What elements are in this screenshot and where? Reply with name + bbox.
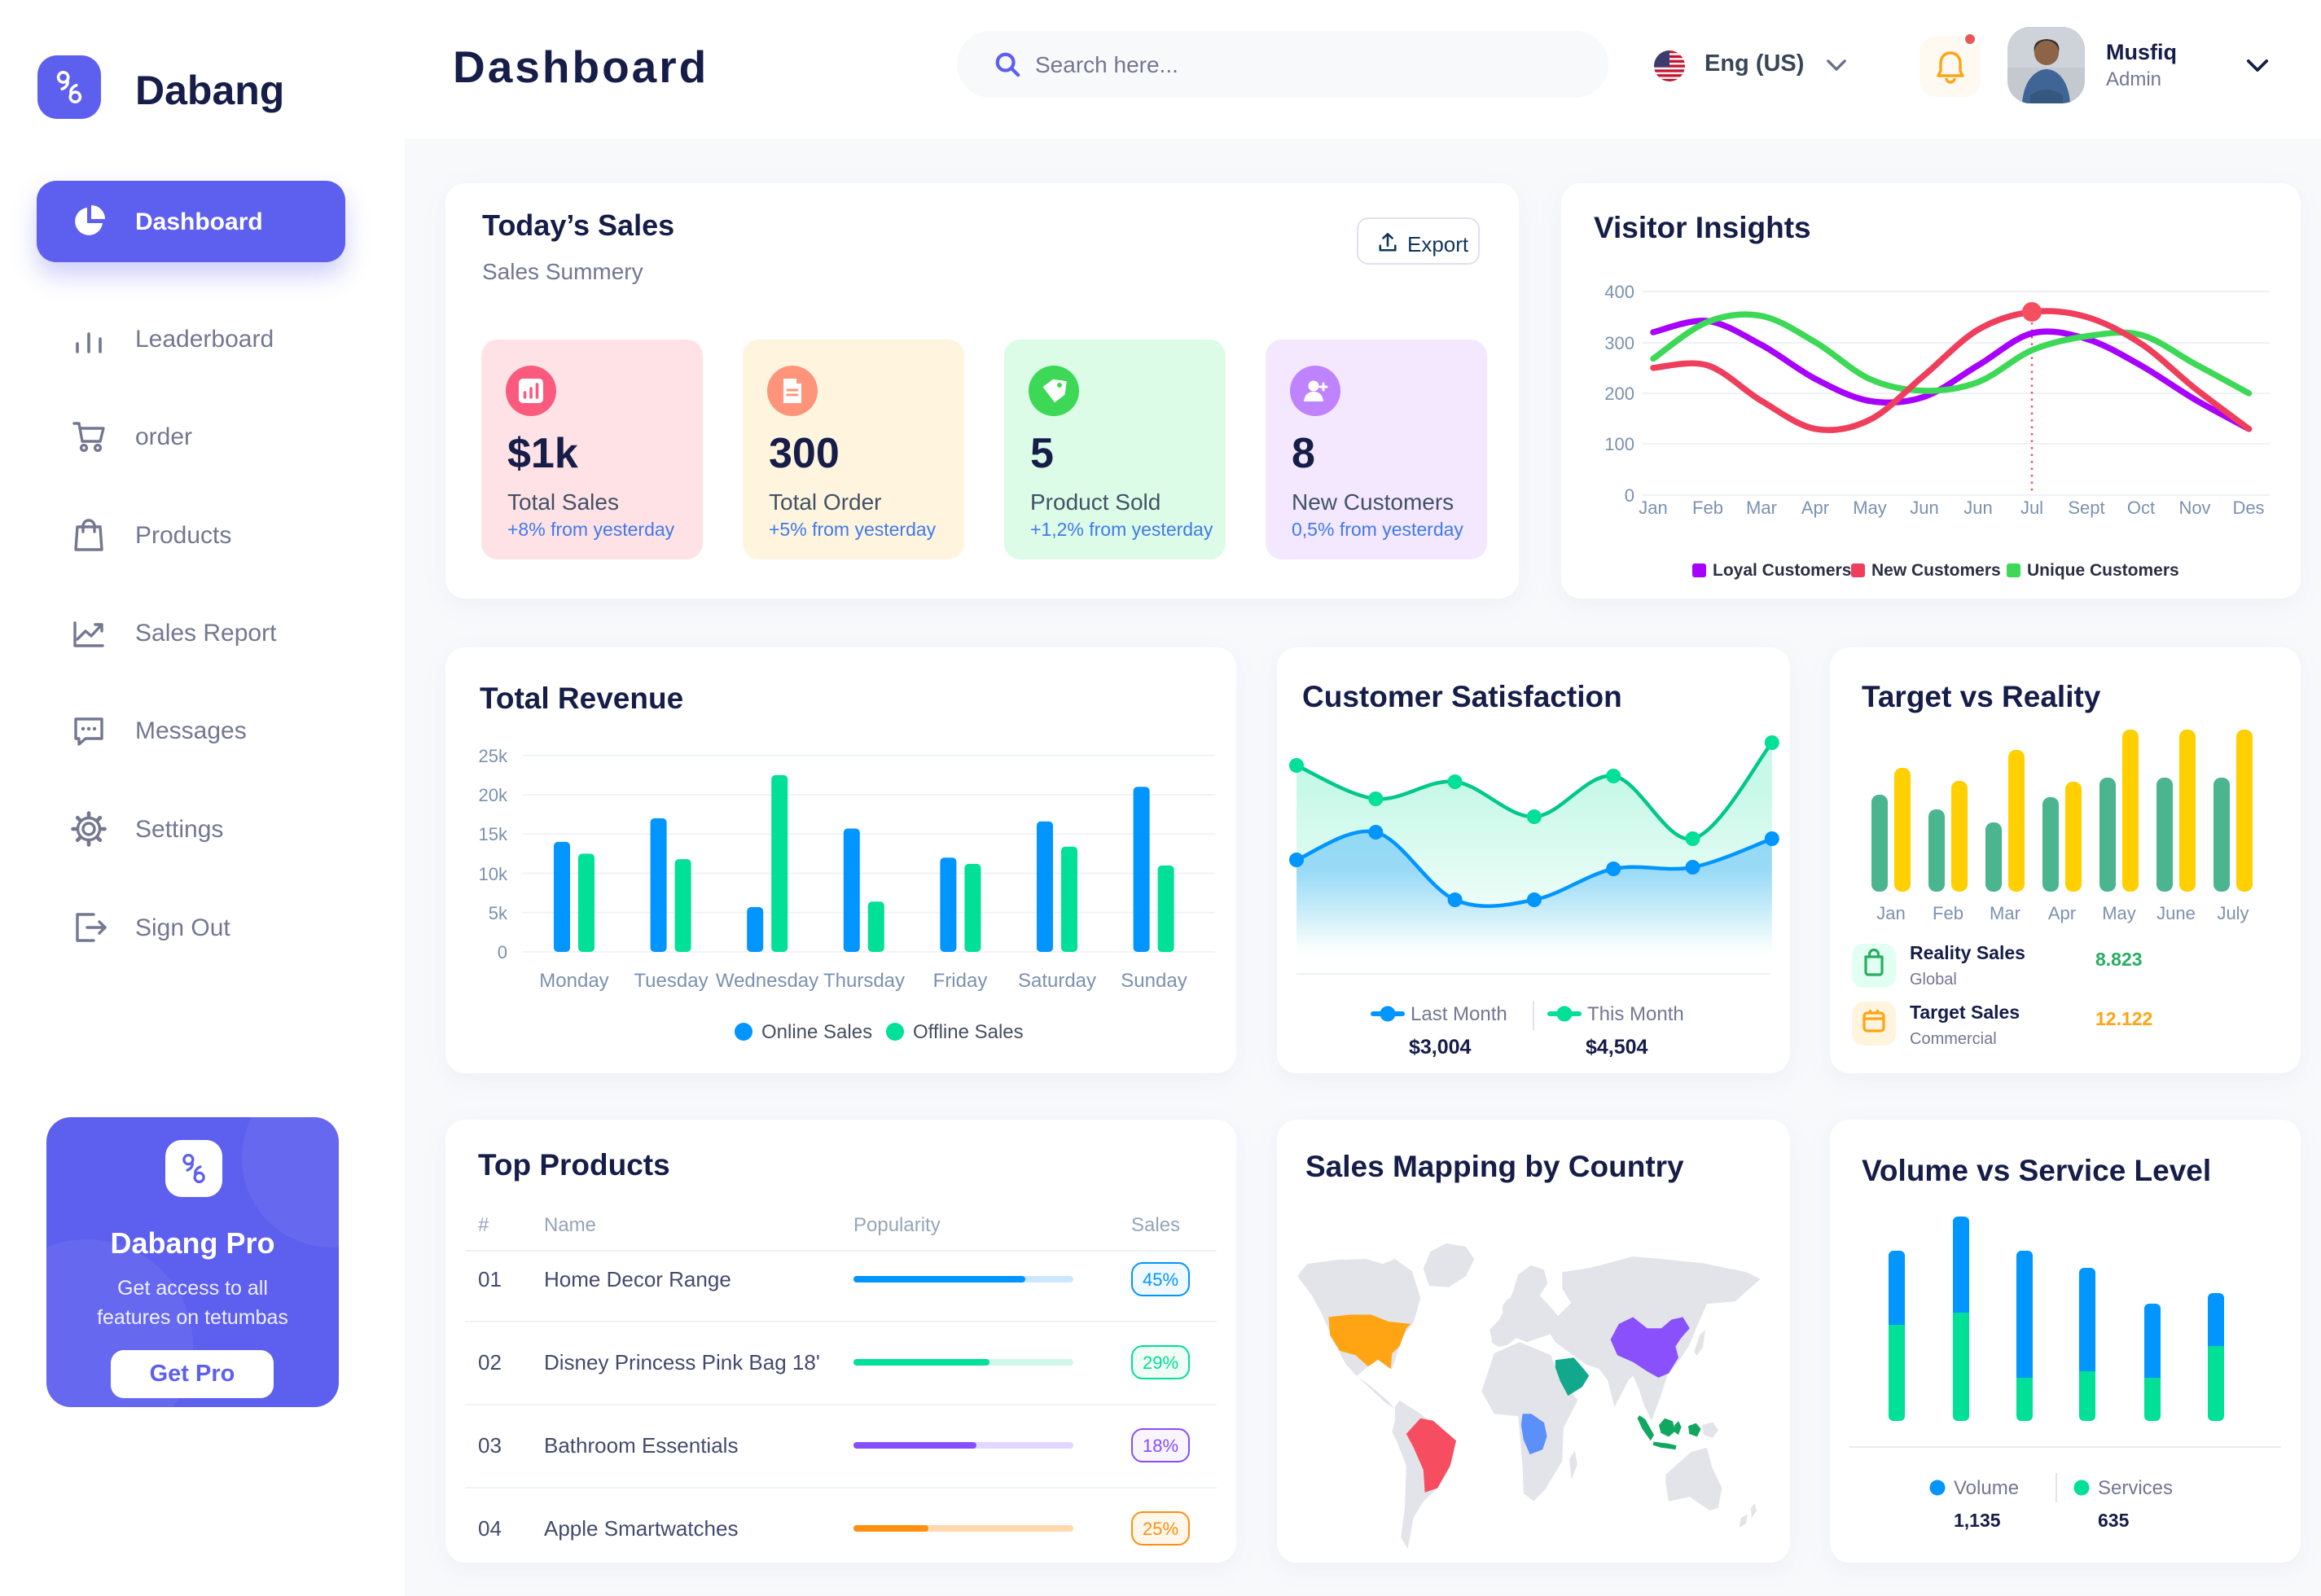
svg-text:Des: Des [2232,498,2264,518]
svg-text:Commercial: Commercial [1910,1030,1997,1048]
svg-text:0: 0 [498,942,507,962]
svg-text:Jun: Jun [1963,498,1992,518]
svg-text:12.122: 12.122 [2095,1008,2152,1029]
svg-text:20k: 20k [479,785,508,805]
svg-text:$4,504: $4,504 [1586,1036,1648,1059]
svg-text:8.823: 8.823 [2095,949,2143,970]
svg-text:100: 100 [1604,434,1634,454]
svg-text:200: 200 [1604,384,1634,404]
svg-text:400: 400 [1604,282,1634,302]
svg-text:300: 300 [1604,333,1634,353]
svg-text:Offline Sales: Offline Sales [913,1021,1024,1043]
svg-text:Unique Customers: Unique Customers [2027,561,2179,580]
svg-text:Jan: Jan [1876,903,1905,923]
svg-text:Friday: Friday [933,970,988,992]
svg-text:Last Month: Last Month [1411,1003,1507,1025]
svg-text:Online Sales: Online Sales [761,1021,872,1043]
svg-text:Jul: Jul [2020,498,2043,518]
svg-text:635: 635 [2098,1510,2130,1531]
svg-text:Apr: Apr [1801,498,1829,518]
svg-text:Volume: Volume [1954,1477,2019,1499]
svg-text:Feb: Feb [1692,498,1723,518]
svg-text:Monday: Monday [539,970,608,992]
svg-text:10k: 10k [479,864,508,884]
svg-text:Reality Sales: Reality Sales [1910,942,2025,963]
svg-text:Jan: Jan [1639,498,1667,518]
svg-text:25k: 25k [479,746,508,766]
svg-text:May: May [2102,903,2136,923]
svg-text:Saturday: Saturday [1018,970,1096,992]
svg-text:June: June [2156,903,2196,923]
svg-text:Thursday: Thursday [823,970,905,992]
svg-text:Target Sales: Target Sales [1910,1002,2020,1023]
svg-text:Global: Global [1910,971,1957,989]
svg-text:15k: 15k [479,824,508,844]
svg-text:May: May [1853,498,1887,518]
svg-text:Mar: Mar [1746,498,1777,518]
svg-text:Sunday: Sunday [1121,970,1187,992]
svg-text:1,135: 1,135 [1954,1510,2001,1531]
svg-text:This Month: This Month [1587,1003,1684,1025]
svg-text:Mar: Mar [1990,903,2020,923]
svg-text:Oct: Oct [2127,498,2155,518]
svg-text:Feb: Feb [1933,903,1963,923]
svg-text:Loyal Customers: Loyal Customers [1713,561,1851,580]
svg-text:Nov: Nov [2178,498,2210,518]
svg-text:Sept: Sept [2068,498,2104,518]
svg-text:July: July [2217,903,2249,923]
svg-text:Services: Services [2098,1477,2173,1499]
svg-text:Apr: Apr [2048,903,2076,923]
svg-text:5k: 5k [489,903,508,923]
svg-text:Tuesday: Tuesday [634,970,708,992]
svg-text:Wednesday: Wednesday [716,970,818,992]
svg-text:0: 0 [1625,485,1634,506]
svg-text:New Customers: New Customers [1871,561,2001,580]
svg-text:Jun: Jun [1910,498,1938,518]
svg-text:$3,004: $3,004 [1409,1036,1472,1059]
